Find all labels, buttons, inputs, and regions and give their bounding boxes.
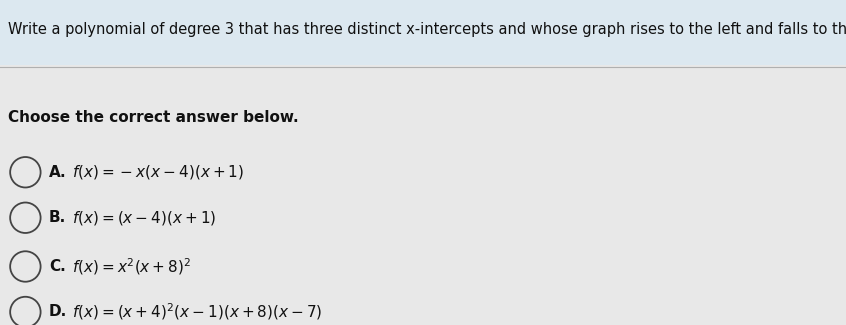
Text: D.: D. xyxy=(49,305,68,319)
Text: $f(x)=-x(x-4)(x+1)$: $f(x)=-x(x-4)(x+1)$ xyxy=(72,163,244,181)
Text: $f(x)=(x-4)(x+1)$: $f(x)=(x-4)(x+1)$ xyxy=(72,209,217,227)
Text: A.: A. xyxy=(49,165,67,180)
Text: Write a polynomial of degree 3 that has three distinct x-intercepts and whose gr: Write a polynomial of degree 3 that has … xyxy=(8,22,846,37)
Text: $f(x)=(x+4)^{2}(x-1)(x+8)(x-7)$: $f(x)=(x+4)^{2}(x-1)(x+8)(x-7)$ xyxy=(72,302,322,322)
Text: $f(x)=x^{2}(x+8)^{2}$: $f(x)=x^{2}(x+8)^{2}$ xyxy=(72,256,191,277)
Text: Choose the correct answer below.: Choose the correct answer below. xyxy=(8,110,299,124)
Text: C.: C. xyxy=(49,259,66,274)
Text: B.: B. xyxy=(49,210,66,225)
Bar xyxy=(0,65,846,325)
Bar xyxy=(0,0,846,65)
